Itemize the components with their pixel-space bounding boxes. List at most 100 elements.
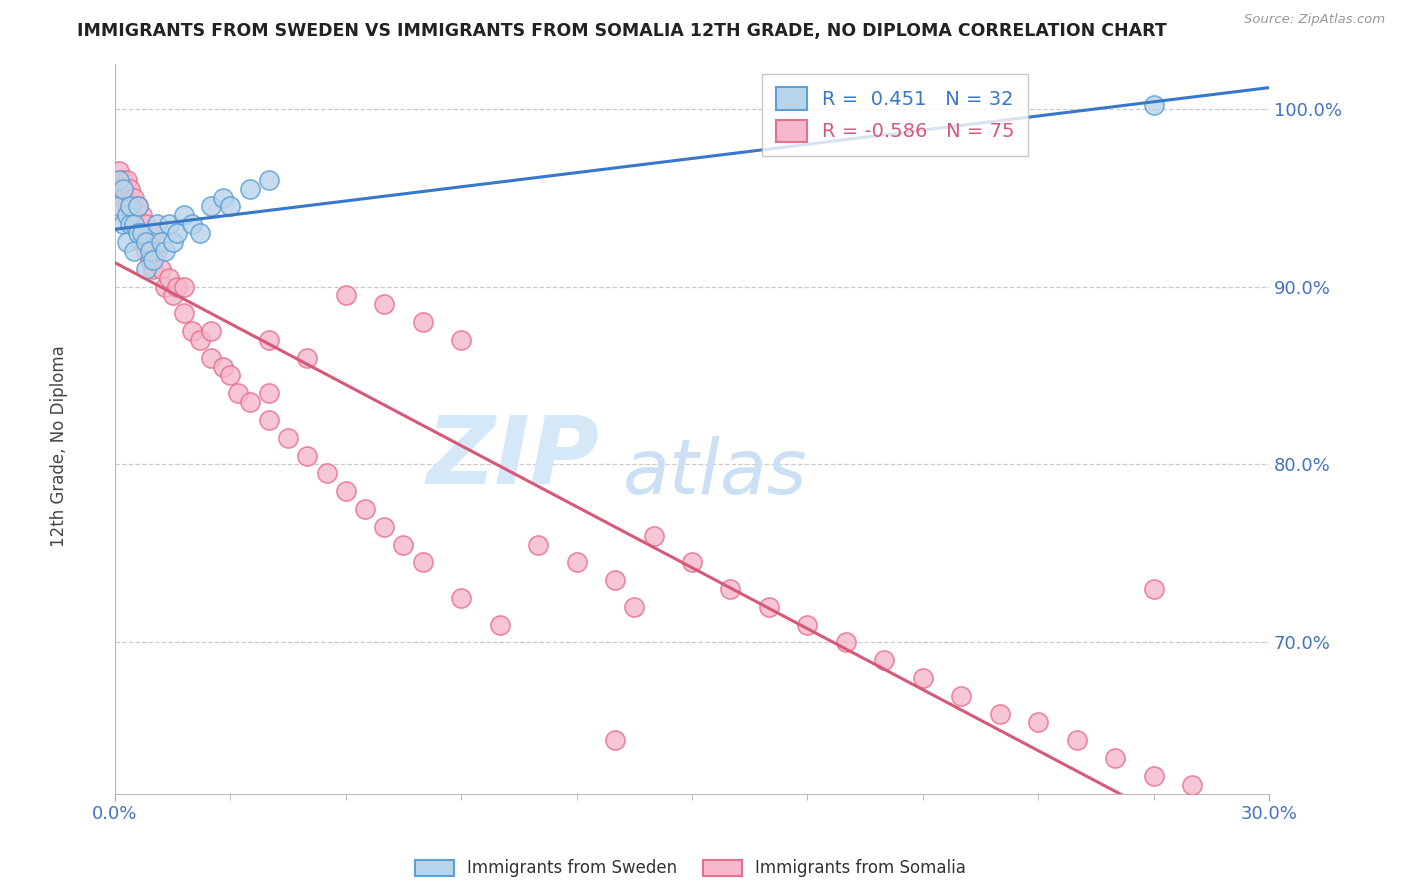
Point bbox=[131, 226, 153, 240]
Point bbox=[623, 599, 645, 614]
Point bbox=[1066, 733, 1088, 747]
Point bbox=[135, 244, 157, 258]
Point bbox=[527, 537, 550, 551]
Point bbox=[111, 181, 134, 195]
Point bbox=[643, 528, 665, 542]
Text: 12th Grade, No Diploma: 12th Grade, No Diploma bbox=[51, 345, 67, 547]
Point bbox=[135, 261, 157, 276]
Point bbox=[1142, 98, 1164, 112]
Point bbox=[277, 431, 299, 445]
Point bbox=[835, 635, 858, 649]
Point bbox=[146, 244, 169, 258]
Text: Source: ZipAtlas.com: Source: ZipAtlas.com bbox=[1244, 13, 1385, 27]
Point bbox=[257, 172, 280, 186]
Point bbox=[122, 244, 145, 258]
Point bbox=[911, 671, 934, 685]
Point bbox=[373, 520, 395, 534]
Point bbox=[188, 333, 211, 347]
Point bbox=[257, 413, 280, 427]
Point bbox=[122, 217, 145, 231]
Point bbox=[127, 199, 149, 213]
Point bbox=[239, 395, 262, 409]
Point bbox=[450, 591, 472, 605]
Point bbox=[127, 226, 149, 240]
Point bbox=[681, 555, 703, 569]
Text: Immigrants from Sweden: Immigrants from Sweden bbox=[467, 859, 676, 877]
Point bbox=[239, 181, 262, 195]
Point bbox=[173, 279, 195, 293]
Point bbox=[257, 386, 280, 401]
Point bbox=[108, 181, 131, 195]
Point bbox=[108, 199, 131, 213]
Point bbox=[111, 172, 134, 186]
Point bbox=[1142, 582, 1164, 596]
Point bbox=[120, 217, 142, 231]
Point bbox=[115, 208, 138, 222]
Point bbox=[988, 706, 1011, 721]
Point bbox=[146, 217, 169, 231]
Point bbox=[211, 359, 233, 374]
Point bbox=[200, 324, 222, 338]
Point bbox=[173, 208, 195, 222]
Point bbox=[138, 252, 160, 267]
Point bbox=[450, 333, 472, 347]
Point bbox=[135, 217, 157, 231]
Point bbox=[488, 617, 510, 632]
Point bbox=[111, 217, 134, 231]
Point bbox=[122, 217, 145, 231]
Point bbox=[115, 235, 138, 249]
Point bbox=[354, 502, 377, 516]
Point bbox=[392, 537, 415, 551]
Point bbox=[950, 689, 973, 703]
Point bbox=[162, 288, 184, 302]
Point bbox=[157, 270, 180, 285]
Point bbox=[219, 199, 242, 213]
Point bbox=[315, 467, 337, 481]
Point bbox=[138, 226, 160, 240]
Point bbox=[166, 226, 188, 240]
Point bbox=[173, 306, 195, 320]
Text: IMMIGRANTS FROM SWEDEN VS IMMIGRANTS FROM SOMALIA 12TH GRADE, NO DIPLOMA CORRELA: IMMIGRANTS FROM SWEDEN VS IMMIGRANTS FRO… bbox=[77, 22, 1167, 40]
Point bbox=[257, 333, 280, 347]
Point bbox=[758, 599, 780, 614]
Point bbox=[150, 261, 173, 276]
Text: atlas: atlas bbox=[623, 435, 807, 509]
Point bbox=[412, 315, 434, 329]
Point bbox=[226, 386, 249, 401]
Point bbox=[135, 235, 157, 249]
Point bbox=[150, 235, 173, 249]
Point bbox=[565, 555, 588, 569]
Point bbox=[115, 172, 138, 186]
Legend: R =  0.451   N = 32, R = -0.586   N = 75: R = 0.451 N = 32, R = -0.586 N = 75 bbox=[762, 74, 1028, 155]
Text: Immigrants from Somalia: Immigrants from Somalia bbox=[755, 859, 966, 877]
Point bbox=[111, 190, 134, 204]
Point bbox=[603, 733, 626, 747]
Point bbox=[166, 279, 188, 293]
Point bbox=[796, 617, 818, 632]
Point bbox=[873, 653, 896, 667]
Point bbox=[1104, 751, 1126, 765]
Point bbox=[373, 297, 395, 311]
Point bbox=[181, 324, 204, 338]
Point bbox=[142, 261, 165, 276]
Point bbox=[120, 199, 142, 213]
Point bbox=[200, 199, 222, 213]
Point bbox=[200, 351, 222, 365]
Point bbox=[108, 164, 131, 178]
Point bbox=[219, 368, 242, 383]
Point bbox=[181, 217, 204, 231]
Text: ZIP: ZIP bbox=[427, 412, 600, 504]
Point bbox=[115, 199, 138, 213]
Point bbox=[122, 190, 145, 204]
Point bbox=[142, 226, 165, 240]
Point bbox=[603, 573, 626, 587]
Point bbox=[142, 252, 165, 267]
Point bbox=[1142, 769, 1164, 783]
Point bbox=[120, 208, 142, 222]
Point bbox=[127, 199, 149, 213]
Point bbox=[127, 226, 149, 240]
Point bbox=[108, 172, 131, 186]
Point bbox=[153, 244, 176, 258]
Point bbox=[1026, 715, 1049, 730]
Point bbox=[335, 484, 357, 499]
